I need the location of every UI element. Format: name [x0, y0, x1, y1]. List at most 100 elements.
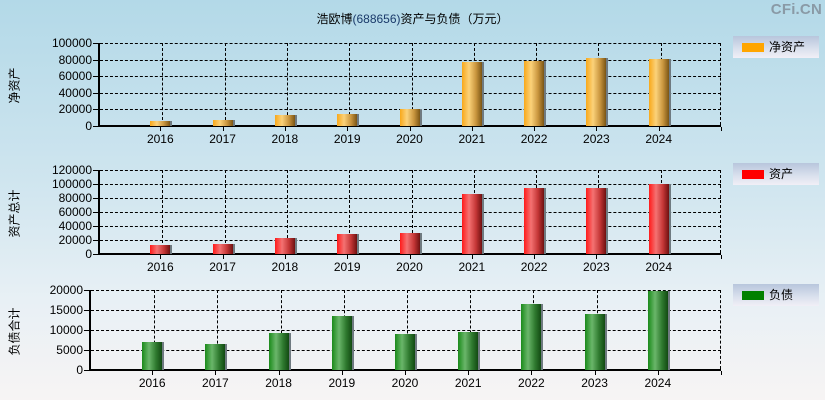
total-assets-x-tick-label: 2020 [396, 260, 423, 274]
net-assets-bar-2020 [399, 108, 420, 126]
net-assets-legend: 净资产 [733, 36, 819, 58]
total-liabilities-gridline-h [91, 290, 721, 291]
total-liabilities-x-tick-mark [531, 371, 533, 375]
total-liabilities-x-tick-label: 2019 [328, 376, 356, 390]
net-assets-y-tick-mark [93, 59, 98, 61]
total-liabilities-x-tick-mark [468, 371, 470, 375]
net-assets-bar-2024 [648, 59, 669, 126]
net-assets-gridline-v [286, 43, 288, 125]
total-liabilities-y-tick-label: 10000 [49, 323, 83, 337]
total-assets-x-tick-mark [160, 255, 162, 259]
net-assets-x-tick-mark [347, 127, 349, 131]
total-assets-y-tick-label: 20000 [58, 233, 92, 247]
total-assets-gridline-v [349, 170, 351, 253]
total-liabilities-x-tick-label: 2022 [518, 376, 545, 390]
total-liabilities-gridline-v [407, 290, 408, 369]
total-liabilities-bar-2019 [331, 316, 352, 370]
total-liabilities-y-tick-mark [84, 350, 89, 351]
total-assets-legend-swatch-icon [742, 170, 764, 179]
total-liabilities-gridline-h [91, 330, 721, 331]
total-liabilities-x-tick-mark [657, 371, 659, 375]
net-assets-x-tick-label: 2016 [146, 132, 174, 146]
net-assets-gridline-v [224, 43, 226, 125]
total-liabilities-bar-2020 [395, 334, 415, 370]
net-assets-x-tick-mark [222, 127, 224, 131]
net-assets-bar-2023 [586, 58, 607, 126]
net-assets-legend-label: 净资产 [769, 40, 806, 54]
total-assets-y-tick-label: 0 [85, 247, 92, 261]
total-liabilities-x-tick-mark [278, 371, 280, 375]
total-assets-bar-2019 [337, 233, 358, 254]
total-liabilities-bar-2023 [584, 314, 605, 370]
total-assets-y-tick-mark [93, 226, 98, 227]
total-liabilities-bar-2024 [647, 290, 668, 370]
total-liabilities-plot-right-edge [720, 290, 721, 369]
net-assets-gridline-h [100, 92, 721, 94]
total-liabilities-legend: 负债 [733, 284, 819, 306]
total-liabilities-y-tick-label: 15000 [49, 303, 83, 317]
total-assets-x-tick-mark [284, 255, 286, 259]
total-liabilities-bar-2016 [142, 342, 163, 370]
net-assets-y-tick-label: 20000 [58, 102, 92, 117]
total-assets-x-tick-label: 2021 [458, 260, 486, 274]
net-assets-x-tick-mark [658, 127, 660, 131]
total-liabilities-gridline-v [470, 290, 472, 369]
net-assets-y-tick-label: 40000 [58, 85, 92, 100]
total-liabilities-gridline-v [280, 290, 282, 369]
net-assets-x-tick-mark [596, 127, 598, 131]
net-assets-bar-2019 [337, 113, 358, 126]
net-assets-bar-2018 [274, 114, 295, 126]
total-assets-bar-2024 [648, 184, 669, 254]
chart-title-code: (688656) [352, 12, 401, 26]
total-assets-gridline-v [224, 170, 226, 253]
net-assets-y-tick-mark [93, 76, 98, 78]
net-assets-x-tick-mark [160, 127, 162, 131]
total-assets-y-tick-mark [93, 240, 98, 241]
net-assets-gridline-h [100, 59, 721, 61]
chart-title: 浩欧博(688656)资产与负债（万元） [0, 10, 825, 27]
total-assets-x-tick-mark [471, 255, 473, 259]
total-assets-x-tick-label: 2019 [333, 260, 361, 274]
total-liabilities-x-tick-label: 2024 [644, 376, 672, 390]
total-assets-y-tick-mark [93, 198, 98, 199]
total-liabilities-x-tick-label: 2021 [454, 376, 482, 390]
net-assets-y-tick-mark [93, 43, 98, 44]
net-assets-legend-swatch-icon [742, 43, 764, 52]
total-assets-x-tick-label: 2023 [583, 260, 610, 274]
watermark-logo: CFi.CN [770, 1, 822, 18]
total-assets-x-tick-label: 2018 [271, 260, 299, 274]
total-liabilities-x-tick-mark [215, 371, 217, 375]
total-assets-y-tick-label: 120000 [51, 163, 92, 177]
total-liabilities-x-tick-label: 2016 [138, 376, 166, 390]
total-assets-x-tick-label: 2022 [520, 260, 548, 274]
net-assets-y-tick-mark [93, 109, 98, 111]
total-assets-bar-2022 [524, 187, 545, 254]
chart-title-suffix: 资产与负债（万元） [400, 12, 509, 26]
total-liabilities-x-tick-mark-end [721, 371, 722, 375]
net-assets-y-tick-label: 0 [85, 119, 92, 133]
net-assets-bar-2021 [461, 62, 482, 126]
total-assets-x-tick-label: 2016 [146, 260, 174, 274]
total-assets-x-tick-mark [222, 255, 224, 259]
total-assets-x-tick-mark [596, 255, 598, 259]
total-assets-plot-right-edge [720, 170, 721, 253]
net-assets-y-tick-mark [93, 126, 98, 127]
net-assets-x-tick-mark [471, 127, 473, 131]
net-assets-x-tick-label: 2017 [209, 132, 236, 146]
net-assets-bar-2017 [212, 120, 233, 126]
total-liabilities-x-tick-mark [152, 371, 154, 375]
net-assets-x-tick-label: 2021 [458, 132, 486, 146]
total-liabilities-y-tick-mark [84, 290, 89, 291]
net-assets-bar-2022 [524, 61, 545, 126]
total-assets-x-tick-mark [658, 255, 660, 259]
total-assets-gridline-h [100, 198, 721, 199]
net-assets-y-tick-label: 60000 [58, 69, 92, 84]
total-liabilities-gridline-h [91, 310, 721, 311]
total-assets-gridline-v [286, 170, 288, 253]
total-liabilities-x-tick-mark [405, 371, 406, 375]
total-assets-y-tick-label: 40000 [58, 219, 92, 233]
total-assets-y-tick-mark [93, 254, 98, 255]
total-liabilities-x-tick-mark [594, 371, 596, 375]
net-assets-gridline-v [162, 43, 164, 125]
net-assets-x-tick-mark [409, 127, 411, 131]
